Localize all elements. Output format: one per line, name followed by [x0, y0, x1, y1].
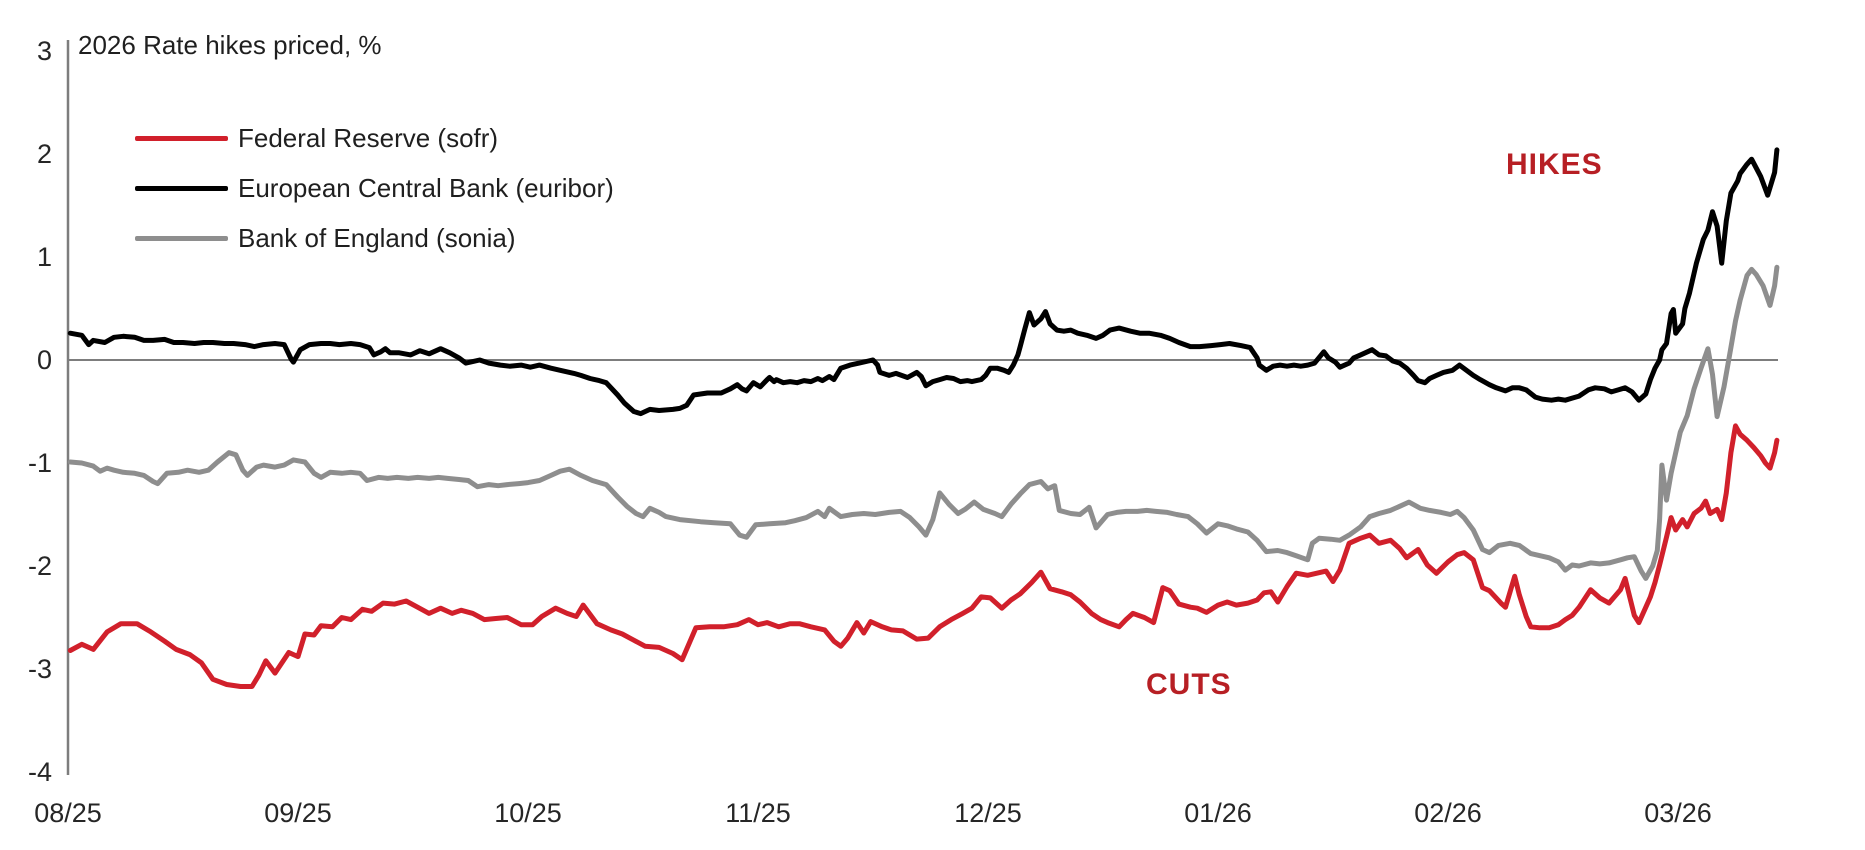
- legend-item-bank-of-england: Bank of England (sonia): [135, 213, 614, 263]
- x-tick-label: 12/25: [954, 798, 1022, 828]
- x-tick-label: 10/25: [494, 798, 562, 828]
- x-tick-label: 08/25: [34, 798, 102, 828]
- annotation-hikes: HIKES: [1506, 148, 1603, 181]
- y-tick-label: -3: [28, 654, 52, 684]
- x-tick-label: 11/25: [725, 798, 791, 828]
- legend-label: Bank of England (sonia): [238, 222, 516, 253]
- x-tick-label: 01/26: [1184, 798, 1252, 828]
- legend-item-federal-reserve: Federal Reserve (sofr): [135, 113, 614, 163]
- y-tick-label: -2: [28, 551, 52, 581]
- x-tick-label: 02/26: [1414, 798, 1482, 828]
- legend: Federal Reserve (sofr) European Central …: [135, 113, 614, 263]
- y-tick-label: 1: [37, 242, 52, 272]
- legend-label: Federal Reserve (sofr): [238, 122, 499, 153]
- y-tick-label: -1: [28, 448, 52, 478]
- legend-line-sample-black: [135, 185, 228, 191]
- y-tick-label: 3: [37, 36, 52, 66]
- y-tick-label: 0: [37, 345, 52, 375]
- series-line-bank-of-england: [67, 264, 1780, 581]
- legend-line-sample-red: [135, 135, 228, 141]
- annotation-cuts: CUTS: [1146, 668, 1232, 701]
- legend-line-sample-gray: [135, 235, 228, 241]
- x-tick-label: 03/26: [1644, 798, 1712, 828]
- series-line-federal-reserve: [67, 423, 1780, 689]
- series-line-ecb: [67, 147, 1780, 417]
- chart-title: 2026 Rate hikes priced, %: [78, 30, 382, 60]
- legend-item-ecb: European Central Bank (euribor): [135, 163, 614, 213]
- y-tick-label: -4: [28, 757, 52, 787]
- x-tick-label: 09/25: [264, 798, 332, 828]
- y-tick-label: 2: [37, 139, 52, 169]
- legend-label: European Central Bank (euribor): [238, 172, 614, 203]
